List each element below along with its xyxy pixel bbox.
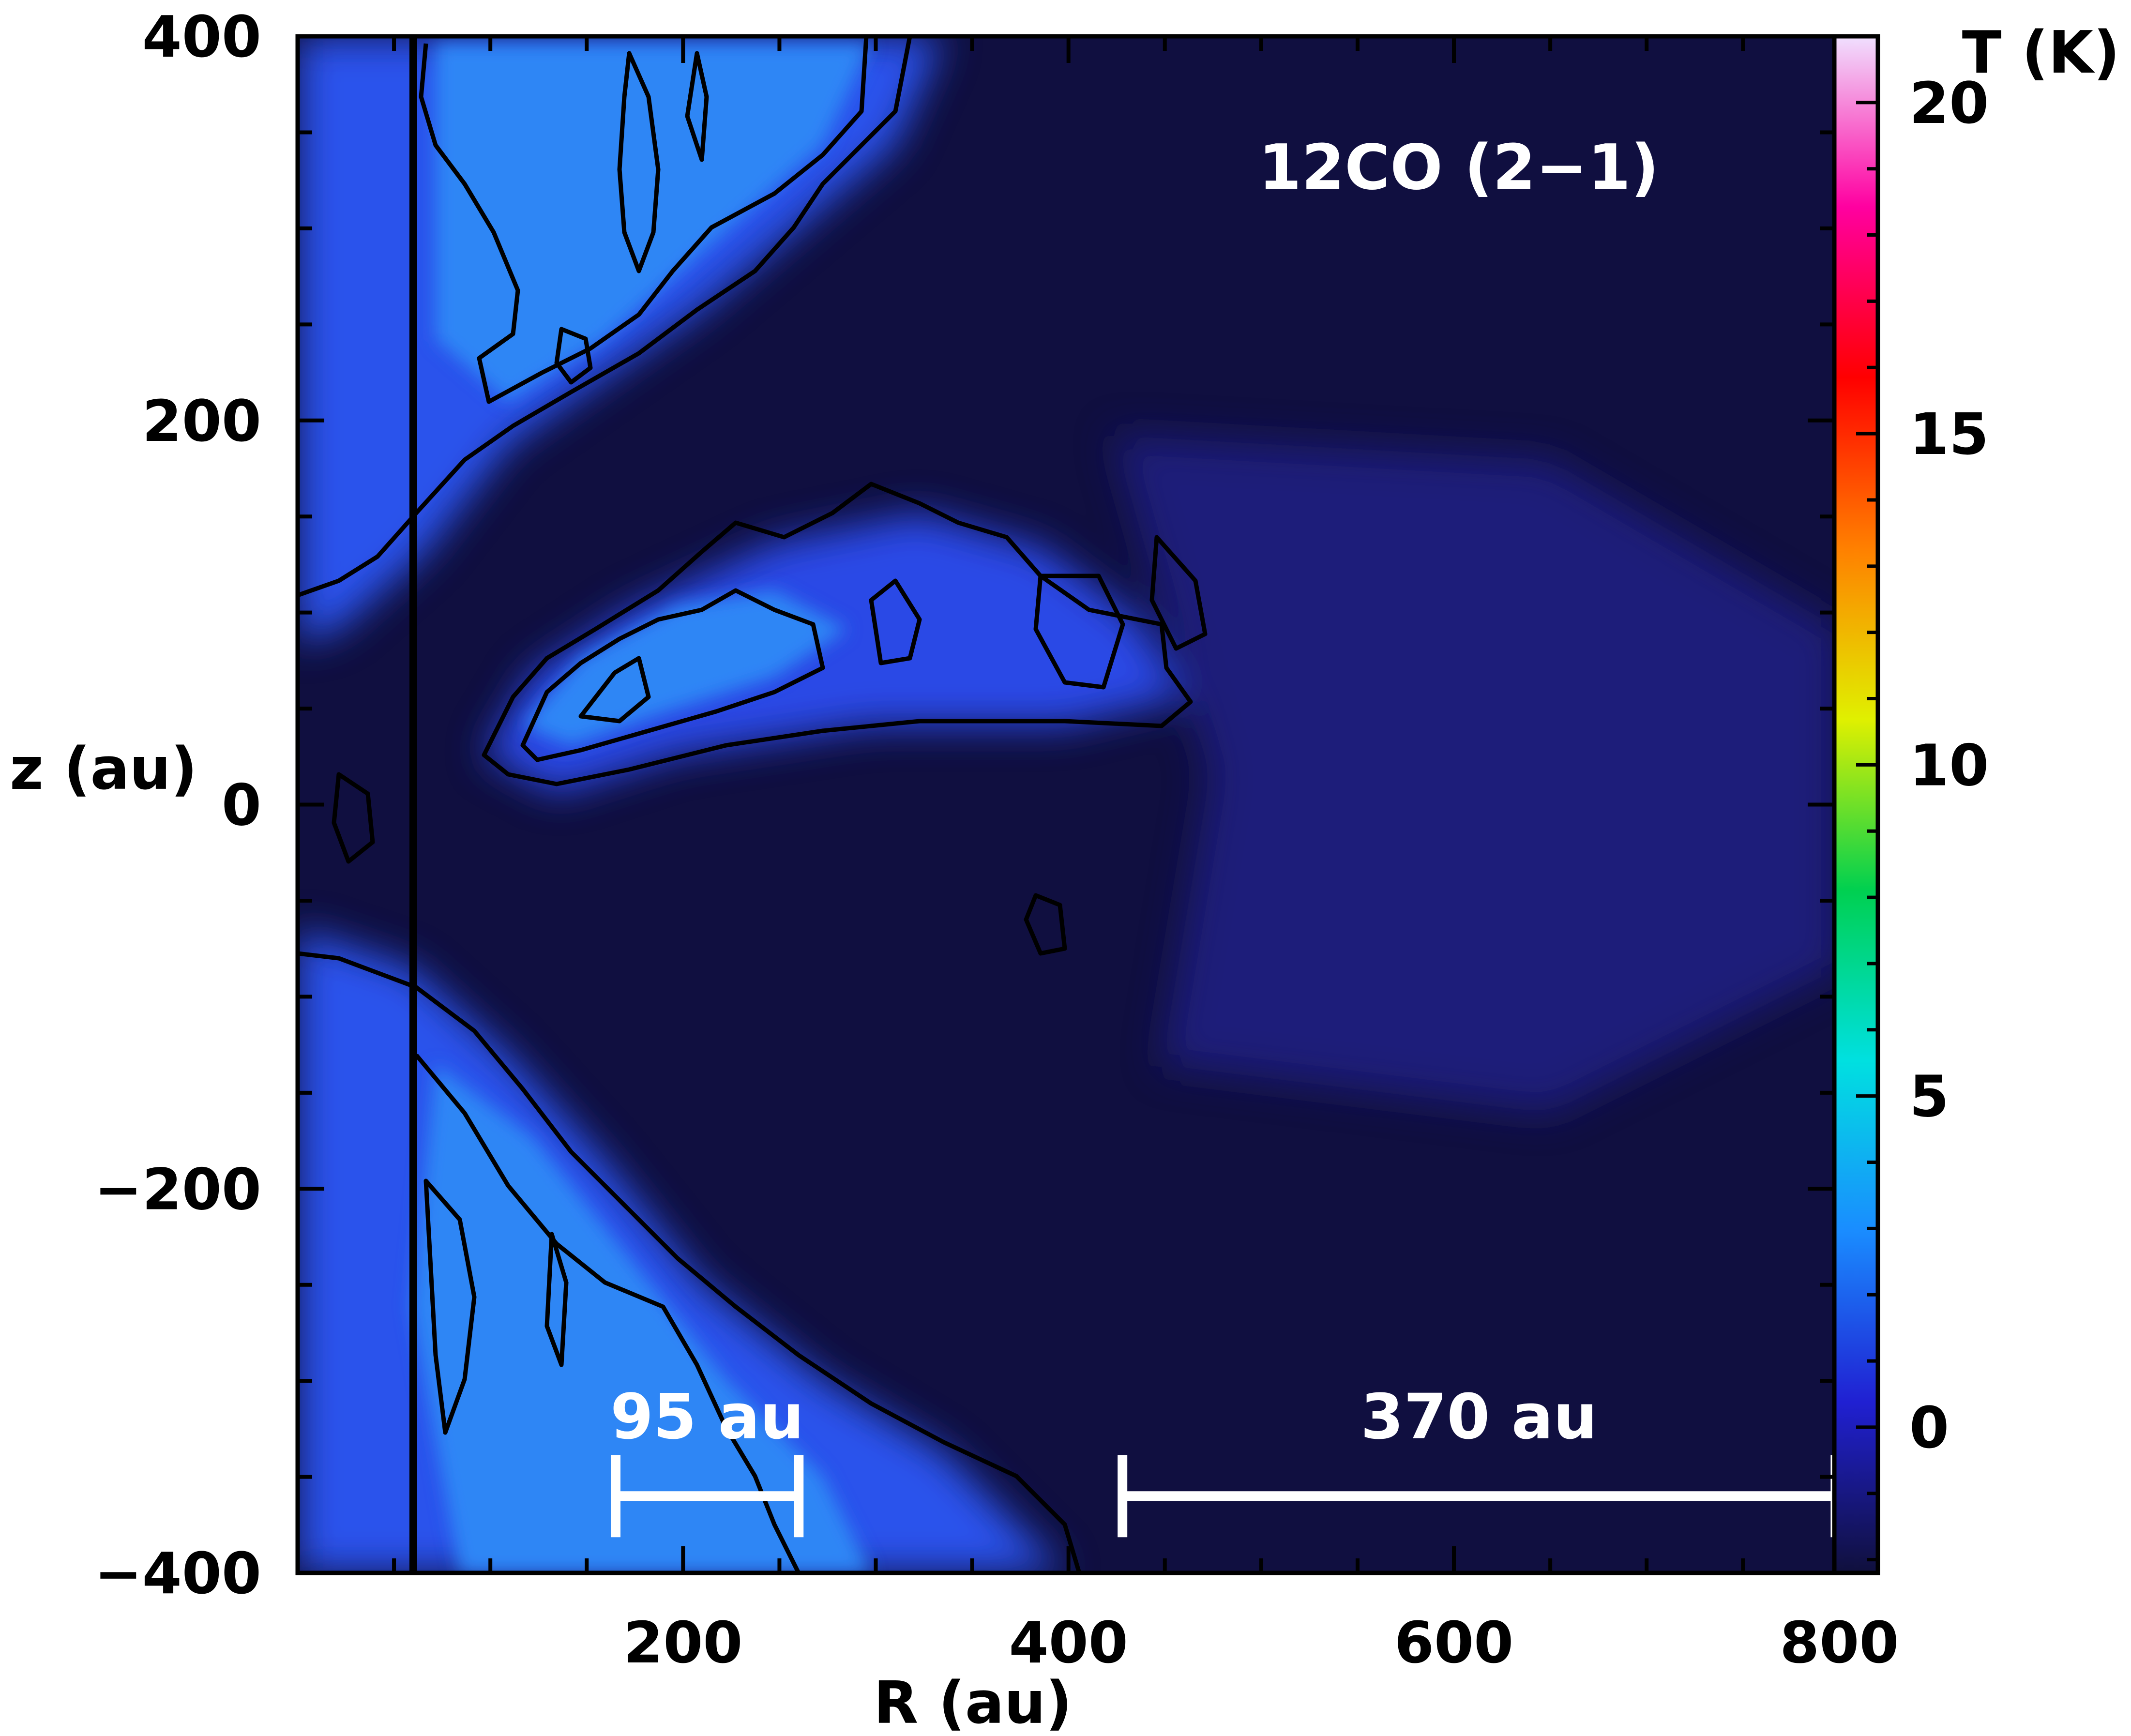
contour-upper-inner xyxy=(419,36,869,404)
colorbar-label: T (K) xyxy=(1962,19,2120,87)
colorbar-tick-label: 10 xyxy=(1909,732,1989,799)
heatmap-image xyxy=(298,36,1878,1573)
colorbar-tick-label: 5 xyxy=(1909,1063,1949,1130)
contour-mid-inner xyxy=(578,656,651,724)
panel-label: 12CO (2−1) xyxy=(1258,132,1659,204)
y-tick-label: −200 xyxy=(94,1156,261,1223)
y-tick-label: −400 xyxy=(94,1540,261,1607)
midplane-emission-region xyxy=(484,513,1186,794)
outer-disk-region xyxy=(1113,436,1839,1113)
y-tick-label: 200 xyxy=(142,388,261,454)
contour-mid-knot-2 xyxy=(1033,574,1125,690)
scale-bar-small-label: 95 au xyxy=(610,1381,804,1453)
colorbar xyxy=(1834,36,1878,1573)
contour-upper-blob xyxy=(554,327,593,385)
contour-lines xyxy=(298,36,1208,1573)
contour-mid-middle xyxy=(520,588,825,762)
colorbar-tick-label: 15 xyxy=(1909,401,1989,468)
contour-upper-outer xyxy=(298,36,912,598)
colorbar-frame xyxy=(1832,34,1880,1575)
contour-lower-core xyxy=(423,1178,477,1435)
contour-lower-outer xyxy=(298,951,1082,1573)
x-tick-label: 600 xyxy=(1394,1609,1513,1676)
midplane-emission-peak xyxy=(523,590,847,745)
lower-emission-peak xyxy=(411,1065,871,1573)
x-tick-label: 200 xyxy=(623,1609,742,1676)
colorbar-tick-label: 0 xyxy=(1909,1394,1949,1461)
colorbar-tick-label: 20 xyxy=(1909,70,1989,136)
x-axis-label: R (au) xyxy=(874,1670,1072,1736)
contour-left-blob xyxy=(332,772,375,864)
contour-small-loop xyxy=(1024,893,1067,956)
x-tick-label: 400 xyxy=(1009,1609,1128,1676)
contour-mid-knot-3 xyxy=(1149,535,1208,651)
contour-upper-core xyxy=(617,51,661,273)
y-axis-label: z (au) xyxy=(10,736,197,803)
scale-bar-small xyxy=(610,1455,804,1538)
contour-upper-strip xyxy=(685,51,709,162)
y-tick-label: 0 xyxy=(222,772,261,839)
contour-lower-strip xyxy=(544,1232,569,1367)
x-tick-label: 800 xyxy=(1780,1609,1899,1676)
scale-bar-large-label: 370 au xyxy=(1360,1381,1597,1453)
y-tick-label: 400 xyxy=(142,3,261,70)
colorbar-axis: 0 5 10 15 20 xyxy=(1856,34,1989,1562)
y-axis: 400 200 0 −200 −400 xyxy=(94,3,1834,1607)
contour-mid-knot-1 xyxy=(869,578,922,665)
